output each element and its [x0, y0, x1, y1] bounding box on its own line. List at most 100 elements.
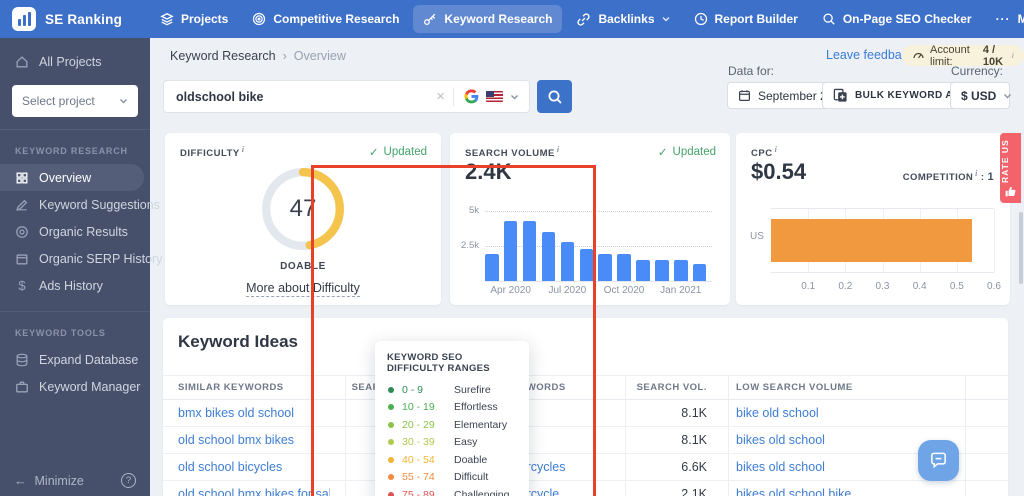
breadcrumb-keyword-research[interactable]: Keyword Research [170, 49, 276, 63]
sidebar-item-all-projects[interactable]: All Projects [0, 48, 144, 75]
nav-item-more[interactable]: ··· More [986, 5, 1024, 33]
sidebar-item-keyword-suggestions[interactable]: Keyword Suggestions [0, 191, 160, 218]
magnifier-icon [822, 12, 836, 26]
sidebar-item-expand-database[interactable]: Expand Database [0, 346, 144, 373]
range-label: Surefire [454, 383, 491, 396]
keyword-link[interactable]: old school bicycles [178, 460, 283, 474]
range-label: Doable [454, 453, 488, 466]
nav-item-projects[interactable]: Projects [150, 5, 238, 33]
search-engine-region-selector[interactable] [454, 89, 529, 104]
y-tick-label: 5k [468, 205, 479, 216]
grid-icon [15, 171, 29, 185]
range-label: Easy [454, 436, 478, 449]
x-tick-label: Jan 2021 [660, 285, 702, 296]
column-header-keyword[interactable]: SIMILAR KEYWORDS [178, 382, 284, 393]
sidebar-item-organic-results[interactable]: Organic Results [0, 218, 144, 245]
nav-item-keyword-research[interactable]: Keyword Research [413, 5, 563, 33]
volume-bar [692, 264, 707, 281]
sidebar-item-overview[interactable]: Overview [0, 164, 144, 191]
keyword-link[interactable]: bikes old school [736, 460, 825, 474]
chevron-down-icon [510, 94, 519, 100]
volume-bar [674, 260, 688, 281]
sidebar-item-label: Overview [39, 170, 92, 185]
column-header-volume[interactable]: SEARCH VOL. [636, 382, 707, 393]
range-values: 55 - 74 [402, 471, 435, 484]
search-input[interactable] [164, 89, 429, 104]
minimize-button[interactable]: ← Minimize [14, 474, 84, 488]
thumbs-up-icon [1004, 185, 1017, 198]
rate-us-tab[interactable]: RATE US [1000, 133, 1021, 203]
sidebar-item-organic-serp-history[interactable]: Organic SERP History [0, 245, 162, 272]
check-icon: ✓ [657, 147, 668, 159]
select-project-dropdown[interactable]: Select project [12, 85, 138, 117]
difficulty-title: DIFFICULTY i [180, 145, 245, 160]
sidebar-section-title: KEYWORD TOOLS [15, 328, 106, 338]
difficulty-range-row: 0 - 9 Surefire [375, 381, 529, 399]
divider [625, 375, 626, 496]
dollar-icon: $ [18, 278, 26, 293]
leave-feedback-link[interactable]: Leave feedback [826, 48, 915, 62]
info-icon[interactable]: i [975, 169, 978, 178]
volume-bar [655, 260, 669, 281]
range-dot-icon [388, 439, 394, 446]
arrow-left-icon: ← [14, 473, 27, 488]
cpc-title: CPC i [751, 145, 778, 160]
volume-bar [579, 248, 593, 281]
copy-plus-icon [833, 88, 848, 103]
sidebar-item-ads-history[interactable]: $ Ads History [0, 272, 144, 299]
nav-item-onpage-seo-checker[interactable]: On-Page SEO Checker [812, 5, 982, 33]
range-dot-icon [388, 404, 394, 411]
keyword-link[interactable]: bike old school [736, 406, 819, 420]
range-values: 10 - 19 [402, 401, 435, 414]
difficulty-tooltip-rows: 0 - 9 Surefire 10 - 19 Effortless 20 - 29 Ele… [375, 381, 529, 496]
sidebar-item-label: Organic Results [39, 224, 128, 239]
cpc-bar [771, 219, 972, 262]
keyword-link[interactable]: bmx bikes old school [178, 406, 295, 420]
difficulty-range-row: 40 - 54 Doable [375, 451, 529, 469]
speedometer-icon [912, 49, 925, 62]
column-header-keyword[interactable]: LOW SEARCH VOLUME [736, 382, 853, 393]
tooltip-title: KEYWORD SEO DIFFICULTY RANGES [387, 352, 490, 374]
keyword-search-box: × [163, 80, 530, 113]
nav-item-label: Projects [181, 12, 229, 26]
brand-logo-block[interactable]: SE Ranking [0, 7, 150, 31]
sidebar-item-label: Keyword Suggestions [39, 197, 160, 212]
search-button[interactable] [537, 80, 572, 113]
info-icon[interactable]: i [774, 145, 778, 154]
help-icon[interactable]: ? [121, 473, 136, 488]
nav-item-competitive-research[interactable]: Competitive Research [242, 5, 409, 33]
brand-name: SE Ranking [45, 11, 123, 27]
info-icon[interactable]: i [1011, 51, 1014, 60]
nav-item-backlinks[interactable]: Backlinks [566, 5, 679, 34]
rate-us-label: RATE US [1000, 139, 1010, 183]
keyword-link[interactable]: bikes old school [736, 433, 825, 447]
range-values: 75 - 89 [402, 488, 435, 496]
difficulty-range-row: 75 - 89 Challenging [375, 486, 529, 496]
nav-item-label: Keyword Research [444, 12, 553, 26]
account-limit-badge: Account limit: 4 / 10K i [902, 44, 1024, 68]
more-about-difficulty-link[interactable]: More about Difficulty [246, 281, 360, 297]
currency-dropdown[interactable]: $ USD [950, 82, 1012, 109]
clear-search-icon[interactable]: × [436, 88, 445, 105]
keyword-link[interactable]: old school bmx bikes for sale [178, 487, 330, 496]
keyword-link[interactable]: old school bmx bikes [178, 433, 295, 447]
x-tick-label: 0.4 [912, 281, 927, 292]
google-icon [464, 89, 479, 104]
x-tick-label: 0.5 [949, 281, 964, 292]
x-tick-label: 0.6 [987, 281, 1001, 292]
sidebar-item-keyword-manager[interactable]: Keyword Manager [0, 373, 144, 400]
volume-bar [636, 260, 650, 281]
x-tick-label: 0.3 [875, 281, 890, 292]
volume-chart-bars [485, 211, 712, 281]
nav-item-report-builder[interactable]: Report Builder [684, 5, 808, 33]
volume-bar [503, 220, 518, 281]
info-icon[interactable]: i [241, 145, 245, 154]
keyword-link[interactable]: bikes old school bike [736, 487, 852, 496]
data-for-label: Data for: [728, 64, 775, 78]
chat-widget-button[interactable] [918, 440, 959, 481]
divider [965, 375, 966, 496]
info-icon[interactable]: i [556, 145, 560, 154]
more-dots-icon: ··· [995, 12, 1011, 26]
se-ranking-logo-icon [12, 7, 36, 31]
scrollbar-thumb[interactable] [1019, 212, 1023, 284]
